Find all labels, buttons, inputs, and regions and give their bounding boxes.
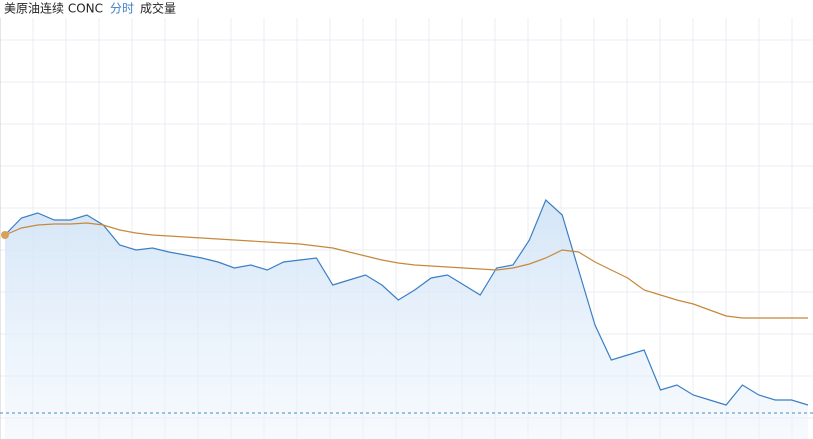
mode-label[interactable]: 分时 <box>110 2 134 16</box>
volume-label[interactable]: 成交量 <box>140 1 176 16</box>
average-line <box>4 222 808 319</box>
price-line <box>4 198 809 406</box>
start-dot <box>1 231 9 239</box>
chart-title: 美原油连续 CONC <box>4 1 103 16</box>
price-area <box>5 200 808 439</box>
